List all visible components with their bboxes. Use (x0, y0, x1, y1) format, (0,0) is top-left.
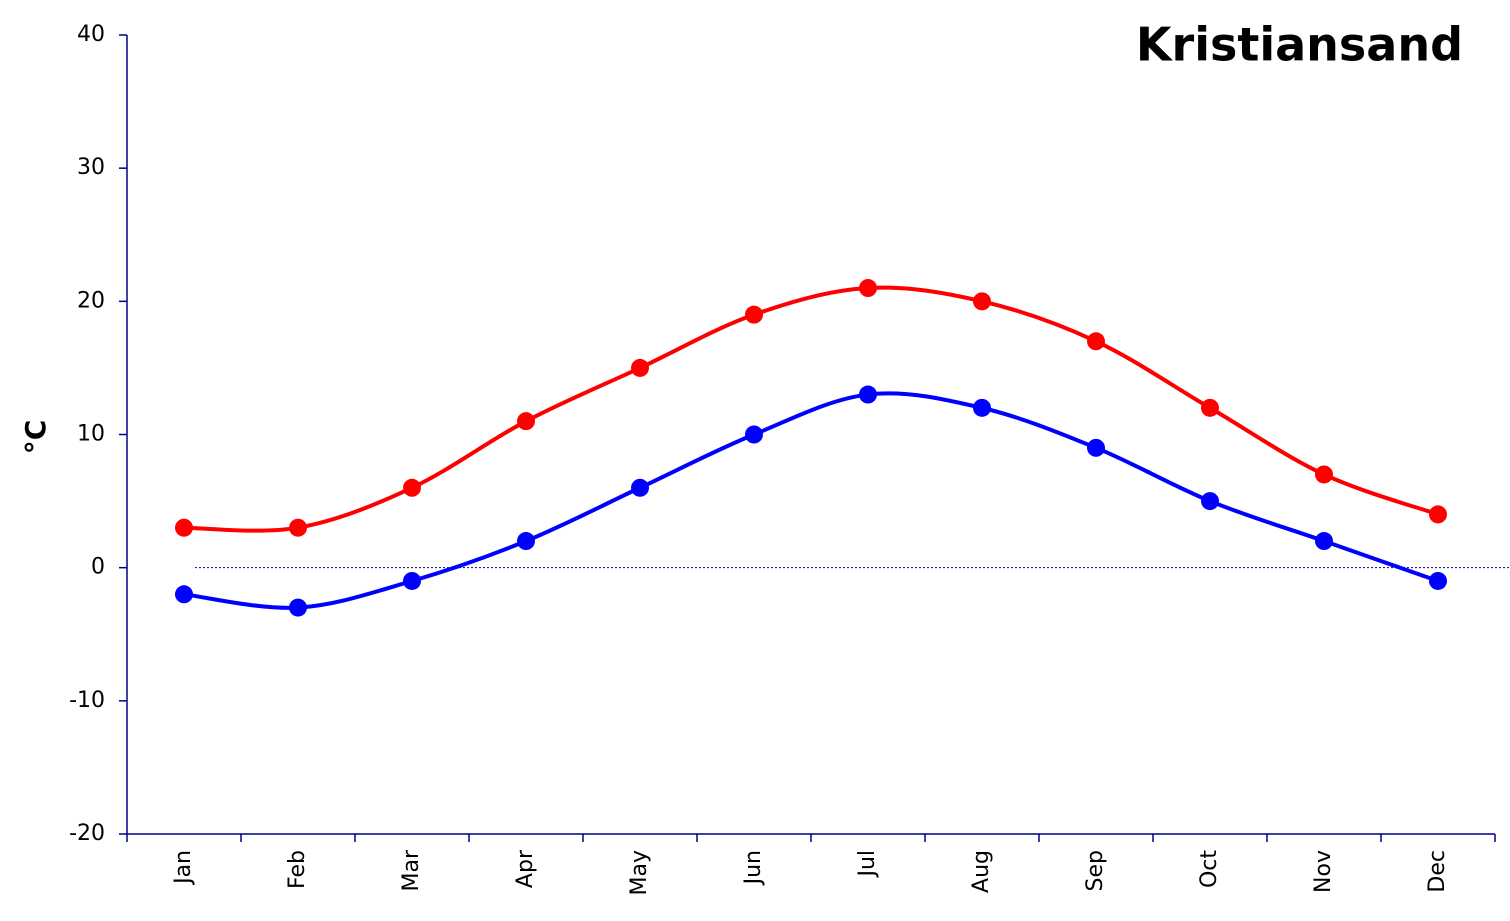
point (859, 279, 877, 298)
point (175, 518, 193, 537)
point (859, 385, 877, 404)
point (517, 532, 535, 551)
x-tick-label: Oct (1197, 850, 1222, 888)
point (289, 598, 307, 617)
point (403, 478, 421, 497)
point (973, 292, 991, 311)
x-tick-label: May (627, 850, 652, 895)
point (1087, 438, 1105, 457)
y-tick-label: 10 (77, 422, 105, 447)
chart-title: Kristiansand (1136, 18, 1463, 72)
point (1429, 571, 1447, 590)
point (973, 398, 991, 417)
point (631, 478, 649, 497)
y-tick-label: 0 (91, 555, 105, 580)
point (1087, 332, 1105, 351)
x-tick-label: Aug (969, 850, 994, 893)
x-tick-label: Sep (1083, 850, 1108, 891)
x-tick-label: Jun (741, 850, 766, 886)
point (631, 358, 649, 377)
point (289, 518, 307, 537)
y-tick-label: 40 (77, 22, 105, 47)
point (1315, 465, 1333, 484)
x-tick-label: Jul (855, 850, 880, 879)
point (517, 412, 535, 431)
x-tick-label: Jan (171, 850, 196, 886)
y-tick-label: -10 (69, 688, 105, 713)
y-tick-label: 30 (77, 155, 105, 180)
point (403, 571, 421, 590)
point (175, 585, 193, 604)
y-axis-label: °C (19, 420, 52, 455)
x-tick-label: Apr (513, 849, 538, 888)
point (1201, 398, 1219, 417)
point (1429, 505, 1447, 524)
point (1315, 532, 1333, 551)
point (745, 425, 763, 444)
x-tick-label: Mar (399, 849, 424, 891)
y-tick-label: -20 (69, 821, 105, 846)
point (745, 305, 763, 324)
line (183, 391, 1439, 610)
x-tick-label: Dec (1425, 850, 1450, 893)
x-tick-label: Nov (1311, 850, 1336, 893)
point (1201, 492, 1219, 511)
x-tick-label: Feb (285, 850, 310, 889)
y-tick-label: 20 (77, 288, 105, 313)
